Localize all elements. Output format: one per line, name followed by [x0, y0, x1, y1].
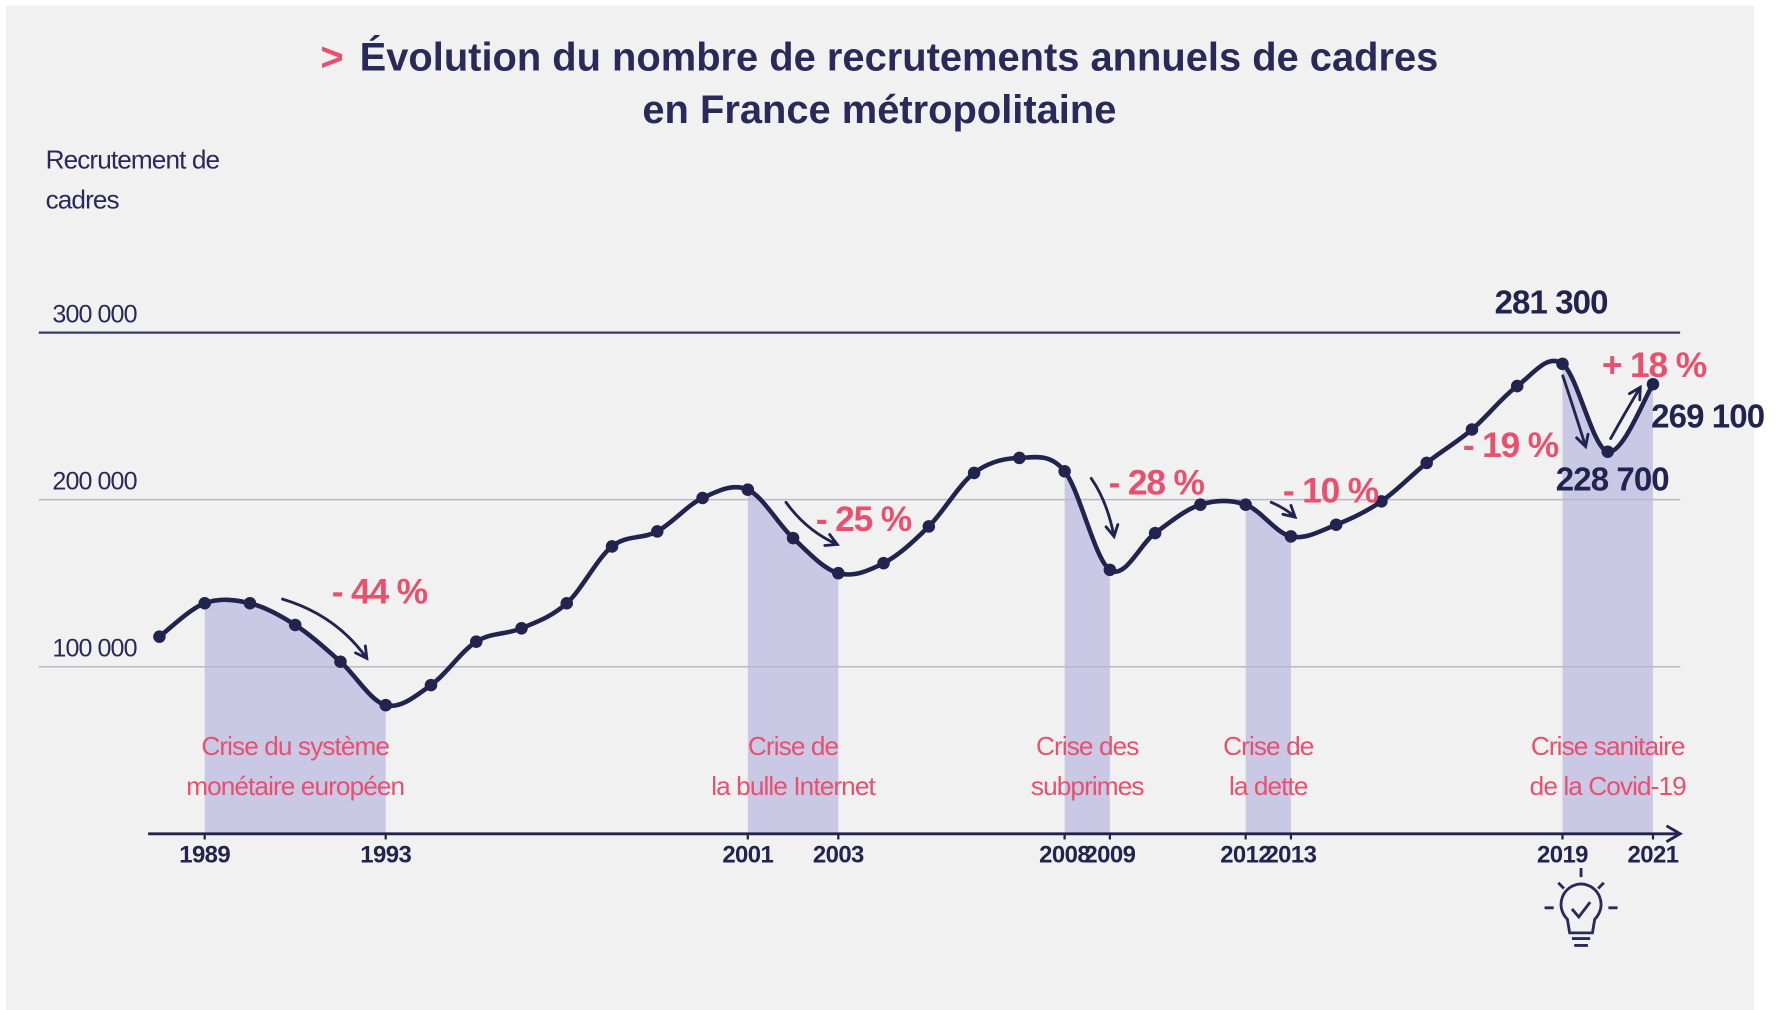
annotation: - 44 % [332, 573, 428, 612]
value-label: 269 100 [1651, 398, 1764, 435]
data-point [696, 492, 709, 505]
data-point [1239, 498, 1252, 511]
y-axis-label: Recrutement de [46, 145, 220, 175]
data-point [198, 597, 211, 610]
crisis-label: monétaire européen [186, 771, 404, 801]
crisis-label: de la Covid-19 [1530, 771, 1686, 801]
page: {"chart_data": { "type": "line", "title_… [0, 0, 1777, 1010]
data-point [1013, 452, 1026, 465]
x-tick-label: 2021 [1628, 841, 1679, 868]
data-point [244, 597, 257, 610]
crisis-label: la dette [1229, 771, 1308, 801]
y-axis-label: cadres [46, 184, 120, 214]
annotation: - 28 % [1109, 463, 1205, 502]
chart-title: > Évolution du nombre de recrutements ann… [320, 35, 1438, 80]
x-tick-label: 2013 [1265, 841, 1316, 868]
data-point [1285, 530, 1298, 543]
crisis-label: subprimes [1031, 771, 1144, 801]
data-point [968, 467, 981, 480]
chart-title: en France métropolitaine [642, 88, 1116, 132]
x-tick-label: 1993 [360, 841, 411, 868]
data-point [515, 622, 528, 635]
data-point [742, 483, 755, 496]
data-point [606, 540, 619, 553]
data-point [1149, 527, 1162, 540]
data-point [787, 532, 800, 545]
data-point [1104, 564, 1117, 577]
x-tick-label: 2012 [1220, 841, 1271, 868]
annotation: - 25 % [816, 500, 912, 539]
data-point [877, 557, 890, 570]
data-point [379, 699, 392, 712]
data-point [470, 635, 483, 648]
y-tick-label: 300 000 [52, 300, 136, 328]
data-point [1058, 465, 1071, 478]
data-point [832, 567, 845, 580]
chart: > Évolution du nombre de recrutements ann… [0, 0, 1777, 1010]
data-point [1556, 358, 1569, 371]
crisis-label: Crise de [748, 731, 839, 761]
data-point [153, 630, 166, 643]
x-tick-label: 1989 [179, 841, 230, 868]
crisis-label: la bulle Internet [711, 771, 876, 801]
data-point [1511, 380, 1524, 393]
value-label: 228 700 [1556, 460, 1669, 497]
annotation: + 18 % [1602, 346, 1707, 385]
data-point [1601, 445, 1614, 458]
x-tick-label: 2003 [813, 841, 864, 868]
data-point [334, 655, 347, 668]
title-line: Évolution du nombre de recrutements annu… [360, 35, 1439, 80]
y-tick-label: 200 000 [52, 467, 136, 495]
data-point [923, 520, 936, 533]
y-tick-label: 100 000 [52, 634, 136, 662]
value-label: 281 300 [1495, 284, 1608, 321]
x-tick-label: 2001 [722, 841, 773, 868]
crisis-label: Crise sanitaire [1531, 731, 1685, 761]
annotation: - 10 % [1283, 471, 1379, 510]
crisis-label: Crise du système [201, 731, 389, 761]
crisis-label: Crise de [1223, 731, 1314, 761]
annotation: - 19 % [1463, 426, 1559, 465]
x-tick-label: 2008 [1039, 841, 1090, 868]
data-point [289, 619, 302, 632]
data-point [651, 525, 664, 538]
data-point [1420, 457, 1433, 470]
x-tick-label: 2009 [1084, 841, 1135, 868]
data-point [1330, 518, 1343, 531]
data-point [560, 597, 573, 610]
data-point [425, 679, 438, 692]
title-marker: > [320, 36, 343, 80]
crisis-label: Crise des [1036, 731, 1139, 761]
x-tick-label: 2019 [1537, 841, 1588, 868]
